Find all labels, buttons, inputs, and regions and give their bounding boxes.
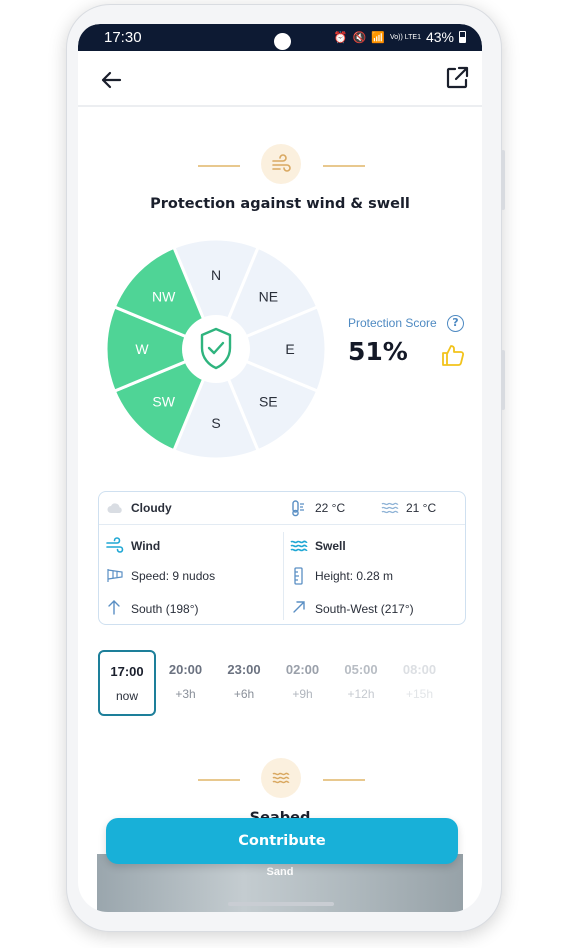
rose-label-w: W: [135, 341, 149, 357]
rose-label-ne: NE: [259, 289, 278, 305]
rose-label-e: E: [285, 341, 294, 357]
wind-icon: [261, 144, 301, 184]
status-time: 17:30: [104, 29, 142, 46]
arrow-up-right-icon: [293, 601, 305, 613]
forecast-offset: +12h: [347, 687, 375, 701]
forecast-offset: +15h: [405, 687, 434, 701]
volume-button: [501, 150, 505, 210]
conditions-card: Cloudy 22 °C 21 °C Wind Speed: 9 nudos S…: [98, 491, 466, 625]
forecast-timeline[interactable]: 17:00 now 20:00 +3h 23:00 +6h 02:00 +9h 05:00 +12…: [98, 650, 482, 718]
arrow-left-icon[interactable]: [98, 67, 124, 93]
cloud-icon: [107, 503, 122, 513]
forecast-slot[interactable]: 23:00 +6h: [215, 650, 273, 716]
divider-line: [198, 779, 240, 781]
forecast-slot[interactable]: 02:00 +9h: [274, 650, 332, 716]
arrow-up-icon: [108, 600, 120, 615]
home-indicator[interactable]: [228, 902, 334, 906]
rose-sector-sw: [112, 346, 219, 453]
forecast-time: 08:00: [402, 662, 437, 677]
seabed-section-header: [78, 758, 482, 802]
battery-level: 43%: [425, 29, 454, 45]
divider-line: [323, 165, 365, 167]
thumbs-up-icon: [442, 345, 465, 366]
battery-icon: [459, 31, 466, 43]
swell-height: Height: 0.28 m: [315, 569, 394, 583]
mute-icon: 🔇: [352, 31, 367, 44]
forecast-offset: now: [115, 689, 138, 703]
rose-sector-e: [212, 304, 328, 394]
forecast-slot[interactable]: 20:00 +3h: [157, 650, 215, 716]
rose-label-s: S: [211, 415, 220, 431]
forecast-slot[interactable]: 17:00 now: [98, 650, 156, 716]
app-bar: [78, 51, 482, 107]
external-link-icon[interactable]: [444, 65, 470, 91]
weather-row: [99, 492, 465, 525]
card-divider: [283, 532, 284, 620]
swell-direction: South-West (217°): [315, 602, 414, 616]
protection-score-value: 51%: [348, 337, 408, 366]
shield-check-icon: [200, 327, 232, 370]
rose-sector-ne: [213, 245, 320, 352]
rose-sector-se: [213, 346, 320, 453]
status-bar: 17:30 ⏰ 🔇 📶 Vo)) LTE1 43%: [78, 24, 482, 51]
seabed-icon: [261, 758, 301, 798]
water-temperature: 21 °C: [406, 501, 437, 515]
wind-speed: Speed: 9 nudos: [131, 569, 216, 583]
wind-icon: [106, 537, 124, 553]
thermometer-icon: [292, 500, 304, 517]
wifi-icon: 📶: [371, 31, 385, 44]
power-button: [501, 350, 505, 410]
rose-label-n: N: [211, 267, 221, 283]
swell-icon: [290, 540, 308, 552]
forecast-offset: +6h: [233, 687, 255, 701]
rose-label-se: SE: [259, 393, 278, 409]
sky-condition: Cloudy: [131, 501, 172, 515]
protection-wind-rose: N NE E SE S SW W NW: [104, 237, 328, 461]
forecast-time: 05:00: [344, 662, 378, 677]
lte-label: Vo)) LTE1: [389, 33, 421, 41]
front-camera: [274, 33, 291, 50]
rose-label-nw: NW: [152, 289, 176, 305]
alarm-icon: ⏰: [333, 31, 348, 44]
rose-sector-nw: [112, 245, 219, 352]
rose-sector-w: [104, 304, 220, 394]
wind-section-header: [78, 144, 482, 188]
contribute-button[interactable]: Contribute: [106, 818, 458, 864]
air-temperature: 22 °C: [315, 501, 346, 515]
swell-title: Swell: [315, 539, 346, 553]
protection-score-label: Protection Score: [348, 316, 437, 330]
forecast-slot[interactable]: 05:00 +12h: [332, 650, 390, 716]
ruler-icon: [294, 567, 303, 585]
protection-title: Protection against wind & swell: [150, 196, 410, 212]
forecast-slot[interactable]: 08:00 +15h: [391, 650, 449, 716]
app-screen: 17:30 ⏰ 🔇 📶 Vo)) LTE1 43% Protection ag: [78, 24, 482, 912]
forecast-time: 20:00: [168, 662, 203, 677]
status-icons: ⏰ 🔇 📶 Vo)) LTE1 43%: [334, 29, 466, 45]
seabed-type: Sand: [266, 866, 294, 878]
water-waves-icon: [381, 502, 399, 514]
divider-line: [198, 165, 240, 167]
windsock-icon: [107, 569, 123, 582]
help-icon[interactable]: ?: [447, 315, 464, 332]
wind-direction: South (198°): [131, 602, 199, 616]
forecast-time: 02:00: [285, 662, 320, 677]
forecast-offset: +9h: [292, 687, 313, 701]
forecast-offset: +3h: [175, 687, 196, 701]
rose-sector-n: [171, 237, 261, 353]
rose-sector-s: [171, 345, 261, 461]
wind-title: Wind: [131, 539, 161, 553]
forecast-time: 17:00: [110, 664, 144, 679]
divider-line: [323, 779, 365, 781]
rose-label-sw: SW: [152, 393, 175, 409]
forecast-time: 23:00: [227, 662, 261, 677]
